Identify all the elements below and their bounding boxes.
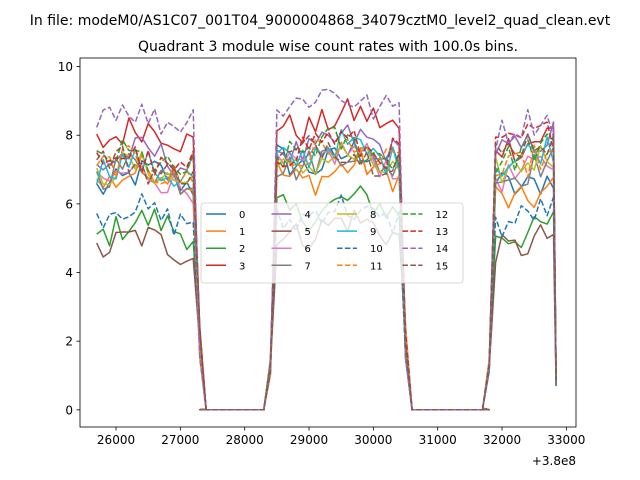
legend-label-8: 8 bbox=[370, 210, 376, 221]
legend-label-7: 7 bbox=[305, 261, 311, 272]
x-axis-offset-label: +3.8e8 bbox=[532, 454, 576, 468]
x-tick-label: 33000 bbox=[547, 433, 585, 447]
x-tick-label: 28000 bbox=[226, 433, 264, 447]
legend-label-13: 13 bbox=[436, 227, 449, 238]
legend-label-2: 2 bbox=[239, 244, 245, 255]
x-axis: 26000 27000 28000 29000 30000 31000 32000 33000 bbox=[97, 427, 585, 447]
x-tick-label: 31000 bbox=[419, 433, 457, 447]
series-line-15 bbox=[96, 133, 557, 411]
figure-suptitle: In file: modeM0/AS1C07_001T04_9000004868… bbox=[30, 13, 611, 29]
legend-label-10: 10 bbox=[370, 244, 383, 255]
legend-label-0: 0 bbox=[239, 210, 245, 221]
legend-label-4: 4 bbox=[305, 210, 311, 221]
legend-label-6: 6 bbox=[305, 244, 311, 255]
y-tick-label: 4 bbox=[65, 266, 73, 280]
y-tick-label: 2 bbox=[65, 335, 73, 349]
x-tick-label: 32000 bbox=[483, 433, 521, 447]
x-tick-label: 27000 bbox=[161, 433, 199, 447]
y-tick-label: 10 bbox=[58, 60, 73, 74]
legend-label-14: 14 bbox=[436, 244, 449, 255]
legend-label-3: 3 bbox=[239, 261, 245, 272]
legend-box bbox=[200, 202, 464, 284]
x-tick-label: 30000 bbox=[354, 433, 392, 447]
y-axis: 0 2 4 6 8 10 bbox=[58, 60, 80, 417]
legend-label-11: 11 bbox=[370, 261, 383, 272]
axes-frame bbox=[79, 57, 577, 428]
legend-label-1: 1 bbox=[239, 227, 245, 238]
legend-label-15: 15 bbox=[436, 261, 449, 272]
legend-label-9: 9 bbox=[370, 227, 376, 238]
chart-title: Quadrant 3 module wise count rates with … bbox=[138, 39, 518, 55]
legend-label-12: 12 bbox=[436, 210, 449, 221]
y-tick-label: 6 bbox=[65, 197, 73, 211]
y-tick-label: 0 bbox=[65, 403, 73, 417]
legend-label-5: 5 bbox=[305, 227, 311, 238]
y-tick-label: 8 bbox=[65, 129, 73, 143]
x-tick-label: 29000 bbox=[290, 433, 328, 447]
x-tick-label: 26000 bbox=[97, 433, 135, 447]
